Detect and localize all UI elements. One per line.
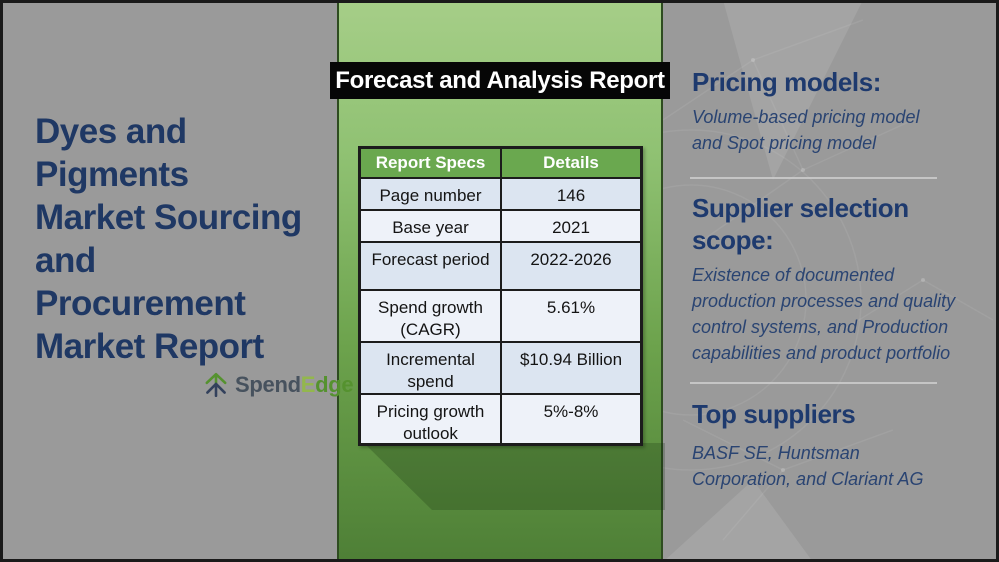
logo-text-spend: Spend bbox=[235, 372, 301, 397]
spec-cell: Spend growth (CAGR) bbox=[360, 290, 501, 342]
banner-title: Forecast and Analysis Report bbox=[330, 62, 670, 99]
report-specs-table: Report Specs Details Page number 146 Bas… bbox=[358, 146, 643, 446]
report-title-line: and bbox=[35, 241, 96, 280]
section-body-line: Corporation, and Clariant AG bbox=[692, 469, 924, 489]
table-header-cell: Report Specs bbox=[360, 148, 501, 178]
section-body-line: production processes and quality bbox=[692, 291, 956, 311]
section-body-top-suppliers: BASF SE, Huntsman Corporation, and Clari… bbox=[692, 440, 923, 492]
network-texture-graphic bbox=[663, 0, 994, 562]
section-heading-supplier-scope: Supplier selection scope: bbox=[692, 192, 909, 256]
section-body-line: BASF SE, Huntsman bbox=[692, 443, 860, 463]
heading-line: scope: bbox=[692, 225, 774, 255]
section-divider bbox=[690, 382, 937, 384]
spec-cell: Forecast period bbox=[360, 242, 501, 290]
section-body-line: Existence of documented bbox=[692, 265, 895, 285]
table-header-cell: Details bbox=[501, 148, 641, 178]
logo-text-edge-initial: E bbox=[300, 372, 316, 397]
table-row: Page number 146 bbox=[360, 178, 641, 210]
spendedge-branch-icon bbox=[205, 372, 227, 398]
table-row: Incremental spend $10.94 Billion bbox=[360, 342, 641, 394]
section-body-line: and Spot pricing model bbox=[692, 133, 877, 153]
report-title: Dyes and Pigments Market Sourcing and Pr… bbox=[35, 110, 335, 368]
spendedge-logo: SpendEdge bbox=[202, 371, 354, 399]
section-divider bbox=[690, 177, 937, 179]
detail-cell: $10.94 Billion bbox=[501, 342, 641, 394]
table-row: Forecast period 2022-2026 bbox=[360, 242, 641, 290]
report-title-line: Market Report bbox=[35, 327, 264, 366]
heading-line: Supplier selection bbox=[692, 193, 909, 223]
report-title-line: Market Sourcing bbox=[35, 198, 302, 237]
heading-line: Top suppliers bbox=[692, 399, 856, 429]
heading-line: Pricing models: bbox=[692, 67, 882, 97]
report-title-line: Pigments bbox=[35, 155, 189, 194]
detail-cell: 5%-8% bbox=[501, 394, 641, 444]
table-row: Base year 2021 bbox=[360, 210, 641, 242]
spec-cell: Pricing growth outlook bbox=[360, 394, 501, 444]
spec-cell: Incremental spend bbox=[360, 342, 501, 394]
section-body-pricing-models: Volume-based pricing model and Spot pric… bbox=[692, 104, 919, 156]
section-body-line: control systems, and Production bbox=[692, 317, 949, 337]
table-row: Pricing growth outlook 5%-8% bbox=[360, 394, 641, 444]
section-heading-pricing-models: Pricing models: bbox=[692, 66, 881, 98]
spec-cell: Base year bbox=[360, 210, 501, 242]
spendedge-wordmark: SpendEdge bbox=[235, 372, 354, 398]
detail-cell: 2022-2026 bbox=[501, 242, 641, 290]
detail-cell: 5.61% bbox=[501, 290, 641, 342]
section-body-line: Volume-based pricing model bbox=[692, 107, 920, 127]
detail-cell: 146 bbox=[501, 178, 641, 210]
section-body-supplier-scope: Existence of documented production proce… bbox=[692, 262, 955, 366]
section-heading-top-suppliers: Top suppliers bbox=[692, 398, 856, 430]
table-row: Spend growth (CAGR) 5.61% bbox=[360, 290, 641, 342]
report-title-line: Procurement bbox=[35, 284, 246, 323]
report-title-line: Dyes and bbox=[35, 112, 187, 151]
logo-text-edge-rest: dge bbox=[315, 372, 354, 397]
detail-cell: 2021 bbox=[501, 210, 641, 242]
spec-cell: Page number bbox=[360, 178, 501, 210]
table-header-row: Report Specs Details bbox=[360, 148, 641, 178]
section-body-line: capabilities and product portfolio bbox=[692, 343, 951, 363]
